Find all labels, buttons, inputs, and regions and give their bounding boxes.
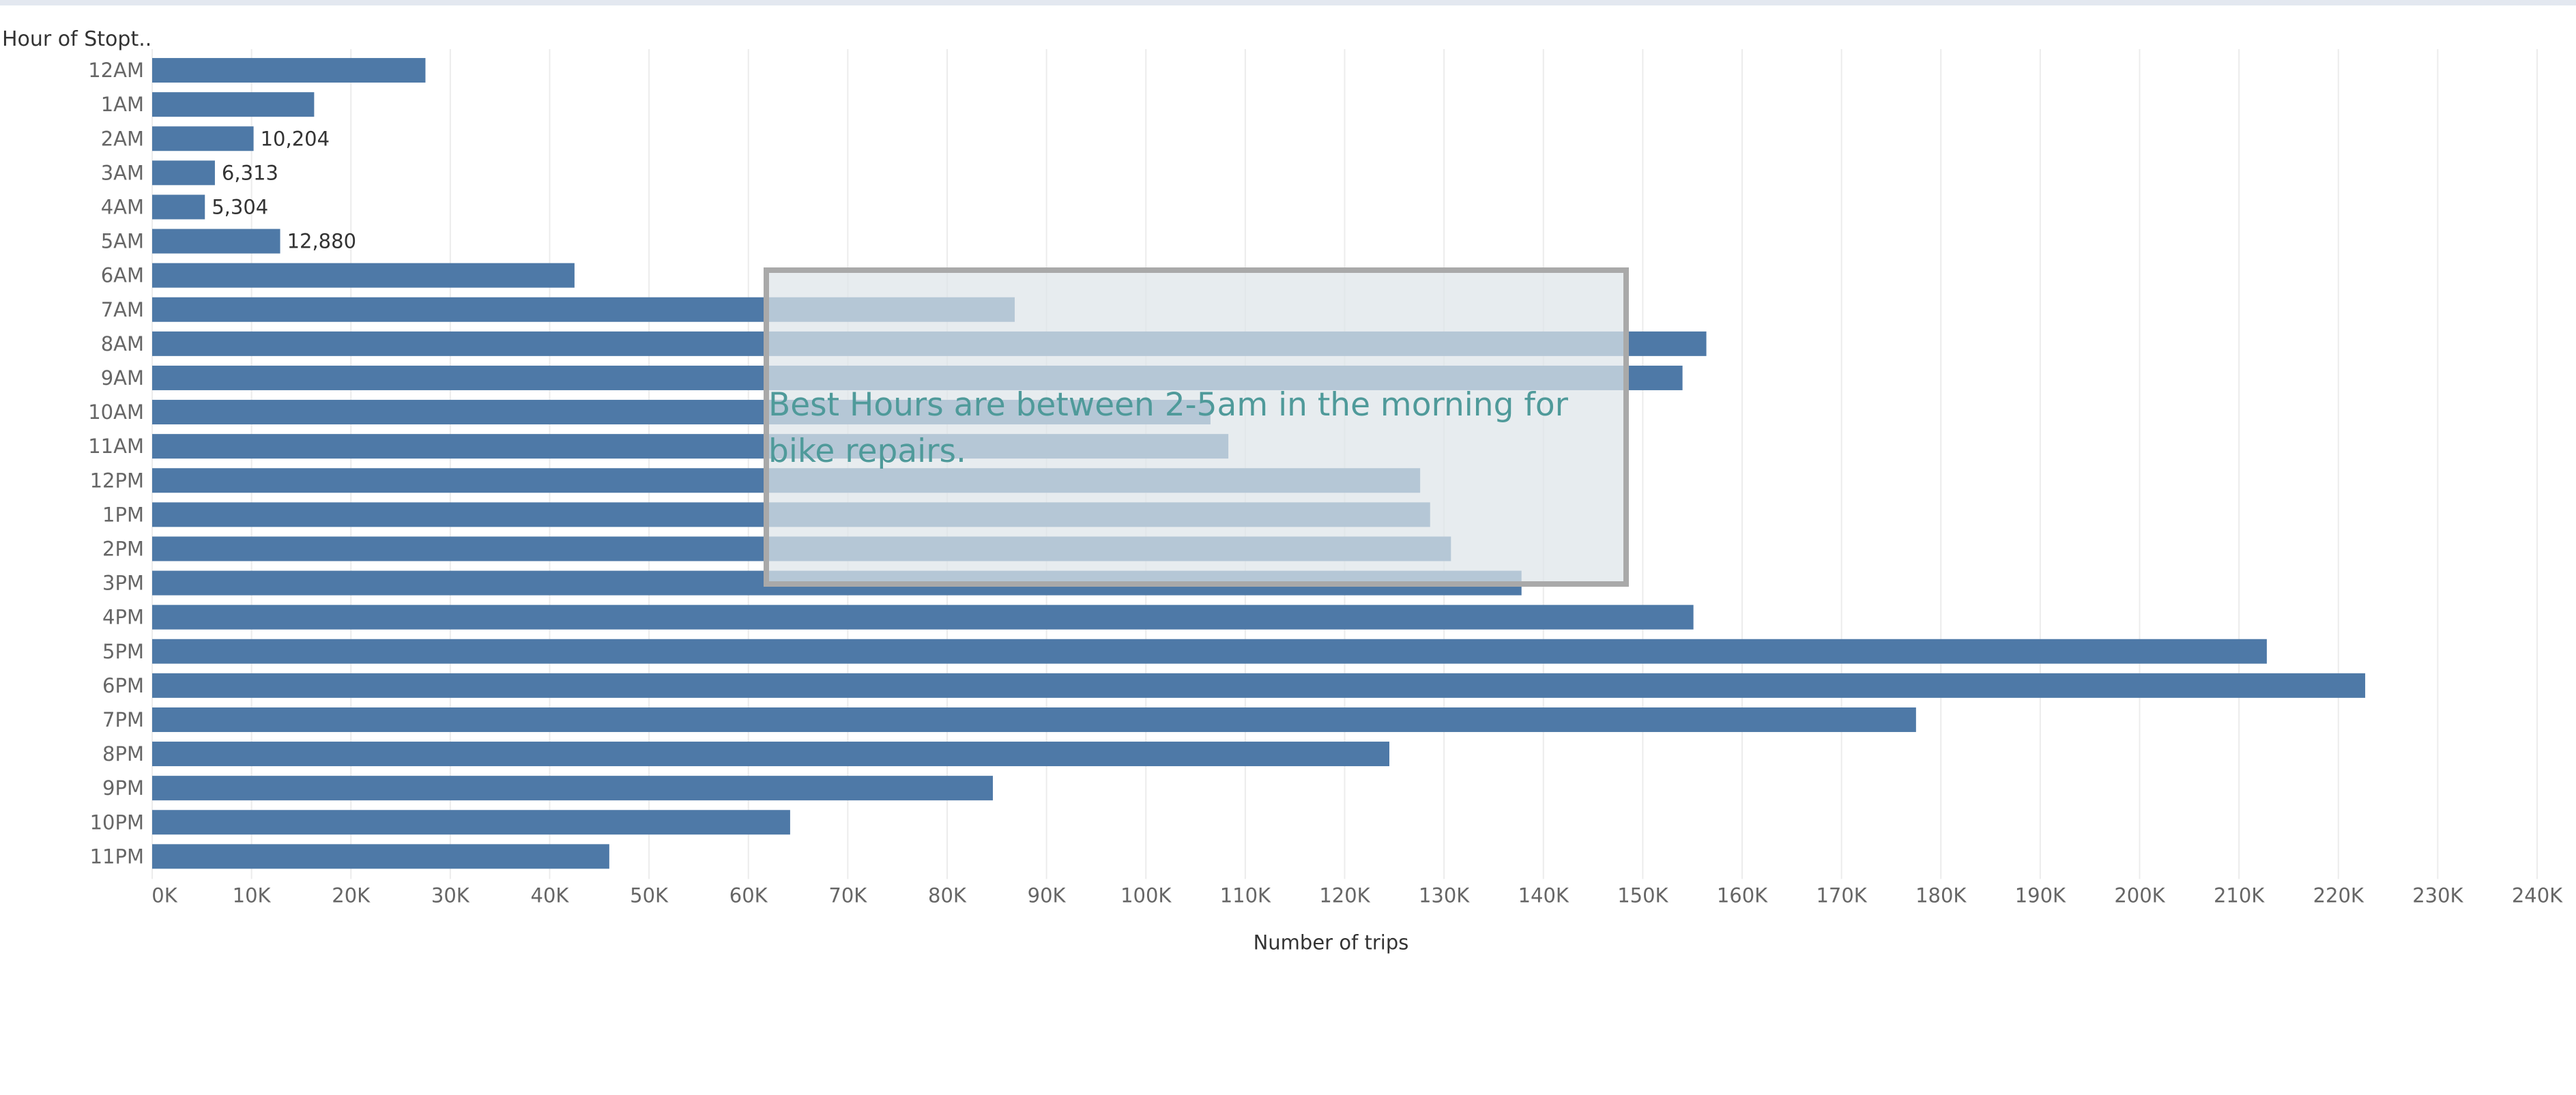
x-axis-title: Number of trips (1254, 931, 1409, 954)
x-tick-label: 230K (2412, 884, 2463, 907)
bar (152, 263, 575, 288)
annotation-text: Best Hours are between 2-5am in the morn… (768, 386, 1568, 470)
top-border (0, 0, 2576, 5)
x-tick-label: 160K (1717, 884, 1768, 907)
x-tick-labels: 0K 10K 20K 30K 40K 50K 60K 70K 80K 90K 100K 110K 120… (151, 884, 2563, 907)
x-tick-label: 220K (2313, 884, 2364, 907)
y-tick-label: 3PM (102, 572, 144, 595)
y-tick-label: 11AM (88, 435, 144, 458)
y-tick-labels: 12AM 1AM 2AM 3AM 4AM 5AM 6AM 7AM 8AM 9AM 10AM 11AM 1… (88, 59, 144, 868)
y-tick-label: 6PM (102, 674, 144, 697)
x-tick-label: 20K (332, 884, 371, 907)
bar (152, 639, 2267, 664)
y-tick-label: 10PM (90, 811, 144, 834)
bar (152, 604, 1694, 630)
bar (152, 160, 215, 186)
x-tick-label: 140K (1518, 884, 1569, 907)
x-tick-label: 60K (729, 884, 768, 907)
y-tick-label: 6AM (101, 264, 144, 287)
x-tick-label: 240K (2512, 884, 2563, 907)
x-tick-label: 180K (1915, 884, 1967, 907)
y-tick-label: 7PM (102, 708, 144, 731)
y-tick-label: 12AM (88, 59, 144, 82)
x-tick-label: 80K (928, 884, 967, 907)
y-tick-label: 5PM (102, 640, 144, 663)
bar (152, 776, 993, 801)
x-tick-label: 170K (1816, 884, 1867, 907)
data-label: 10,204 (261, 127, 330, 150)
y-tick-label: 10AM (88, 400, 144, 424)
data-label: 12,880 (287, 230, 356, 253)
data-label: 5,304 (212, 195, 268, 218)
x-tick-label: 0K (151, 884, 177, 907)
bar (152, 810, 790, 835)
y-tick-label: 8PM (102, 742, 144, 765)
y-tick-label: 9AM (101, 366, 144, 390)
x-tick-label: 200K (2114, 884, 2165, 907)
y-tick-label: 4AM (101, 195, 144, 218)
x-tick-label: 40K (531, 884, 570, 907)
y-tick-label: 9PM (102, 776, 144, 800)
x-tick-label: 90K (1028, 884, 1067, 907)
y-tick-label: 1AM (101, 93, 144, 116)
x-tick-label: 150K (1617, 884, 1668, 907)
y-tick-label: 5AM (101, 230, 144, 253)
x-tick-label: 50K (630, 884, 669, 907)
x-tick-label: 130K (1419, 884, 1470, 907)
x-tick-label: 70K (828, 884, 867, 907)
x-tick-label: 110K (1220, 884, 1271, 907)
bar (152, 229, 280, 254)
x-tick-label: 190K (2015, 884, 2066, 907)
x-tick-label: 120K (1319, 884, 1370, 907)
x-tick-label: 30K (431, 884, 470, 907)
bar (152, 673, 2366, 698)
y-tick-label: 8AM (101, 332, 144, 355)
y-tick-label: 2AM (101, 127, 144, 150)
bar (152, 58, 426, 83)
bar (152, 126, 254, 151)
annotation-box (764, 267, 1629, 587)
bar (152, 194, 205, 220)
bar (152, 92, 315, 117)
y-tick-label: 12PM (90, 469, 144, 492)
y-tick-label: 4PM (102, 606, 144, 629)
y-tick-label: 1PM (102, 503, 144, 526)
bar (152, 742, 1390, 767)
y-axis-column-title: Hour of Stopt.. (2, 27, 152, 51)
y-tick-label: 3AM (101, 161, 144, 184)
y-tick-label: 7AM (101, 298, 144, 321)
data-label: 6,313 (222, 161, 278, 184)
x-tick-label: 210K (2214, 884, 2265, 907)
bar (152, 844, 609, 869)
y-tick-label: 2PM (102, 537, 144, 560)
y-tick-label: 11PM (90, 845, 144, 868)
x-tick-label: 100K (1120, 884, 1172, 907)
bar (152, 707, 1916, 732)
x-tick-label: 10K (233, 884, 272, 907)
data-labels: 10,204 6,313 5,304 12,880 (212, 127, 356, 252)
